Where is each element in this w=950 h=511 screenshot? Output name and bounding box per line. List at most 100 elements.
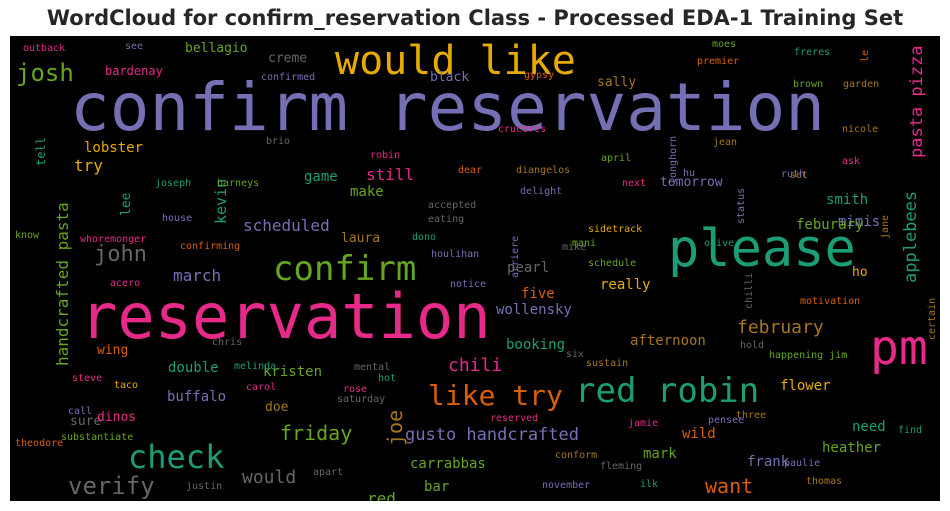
word-dear: dear [458,165,482,176]
word-notice: notice [450,279,486,290]
word-freres: freres [794,47,830,58]
word-heather: heather [822,440,881,456]
word-jean: jean [713,137,737,148]
word-want: want [705,474,753,498]
word-scheduled: scheduled [243,216,330,235]
word-hu: hu [683,168,695,179]
word-tell: tell [34,137,48,166]
word-kristen: kristen [263,364,322,380]
word-houlihan: houlihan [431,249,479,260]
word-jane: jane [880,215,891,239]
word-substantiate: substantiate [61,432,133,443]
chart-title: WordCloud for confirm_reservation Class … [46,6,904,30]
word-whoremonger: whoremonger [80,234,146,245]
word-black: black [430,70,469,85]
word-joseph: joseph [155,178,191,189]
word-mani: mani [572,238,596,249]
word-call: call [68,406,92,417]
word-fleming: fleming [600,461,642,472]
word-feburary: feburary [796,217,863,233]
word-josh: josh [16,59,74,87]
word-chili: chili [448,355,502,376]
word-february: february [737,317,824,338]
word-chilli: chilli [744,273,755,309]
word-mike: mike [562,242,586,253]
word-see: see [125,41,143,52]
word-nicole: nicole [842,124,878,135]
word-sure: sure [70,414,101,429]
word-reservation: reservation [80,280,491,353]
word-acero: acero [110,278,140,289]
word-five: five [521,286,555,302]
word-saturday: saturday [337,394,385,405]
word-like-try: like try [428,379,563,412]
word-buffalo: buffalo [167,389,226,405]
word-longhorn: longhorn [668,136,679,184]
word-pearl: pearl [507,260,549,276]
word-certain: certain [927,298,938,340]
word-confirmed: confirmed [261,72,315,83]
word-gypsy: gypsy [524,70,554,81]
word-ask: ask [842,156,860,167]
word-confirming: confirming [180,241,240,252]
word-happening-jim: happening jim [769,350,847,361]
word-moes: moes [712,39,736,50]
word-pm: pm [870,320,928,376]
word-bellagio: bellagio [185,41,248,56]
word-jamie: jamie [628,418,658,429]
word-smith: smith [826,192,868,208]
word-bardenay: bardenay [105,64,163,78]
word-diangelos: diangelos [516,165,570,176]
word-dono: dono [412,232,436,243]
word-gusto-handcrafted: gusto handcrafted [405,425,579,445]
word-reserved: reserved [490,413,538,424]
word-justin: justin [186,481,222,492]
word-pasta-pizza: pasta pizza [907,45,927,158]
word-dinos: dinos [97,410,136,425]
word-rose: rose [343,384,367,395]
word-steve: steve [72,373,102,384]
word-wild: wild [682,426,716,442]
word-thomas: thomas [806,476,842,487]
word-house: house [162,213,192,224]
word-mark: mark [643,446,677,462]
word-need: need [852,419,886,435]
word-robin: robin [370,150,400,161]
word-november: november [542,480,590,491]
word-frank: frank [747,454,790,470]
word-arriere: arriere [510,236,521,278]
word-march: march [173,266,221,285]
word-conform: conform [555,450,597,461]
word-sustain: sustain [586,358,628,369]
word-melinda: melinda [234,361,276,372]
word-friday: friday [280,421,352,445]
word-chris: chris [212,337,242,348]
word-laura: laura [341,231,380,246]
word-carol: carol [246,382,276,393]
word-schedule: schedule [588,258,636,269]
word-handcrafted-pasta: handcrafted pasta [53,202,72,366]
word-status: status [736,188,747,224]
word-cruceres: cruceres [498,124,546,135]
word-try: try [74,156,103,175]
word-double: double [168,360,219,376]
word-three: three [736,410,766,421]
word-delight: delight [520,186,562,197]
word-find: find [898,425,922,436]
word-really: really [600,277,651,293]
word-would-like: would like [335,38,576,84]
word-ilk: ilk [640,479,658,490]
word-pensee: pensee [708,415,744,426]
word-next: next [622,178,646,189]
word-outback: outback [23,43,65,54]
word-check: check [128,438,224,476]
word-brown: brown [793,79,823,90]
word-sidetrack: sidetrack [588,224,642,235]
word-wing: wing [97,343,128,358]
word-barneys: barneys [217,178,259,189]
word-confirm: confirm [273,249,416,289]
word-theodore: theodore [15,438,63,449]
word-ho: ho [852,265,868,280]
word-ruth: ruth [781,169,805,180]
